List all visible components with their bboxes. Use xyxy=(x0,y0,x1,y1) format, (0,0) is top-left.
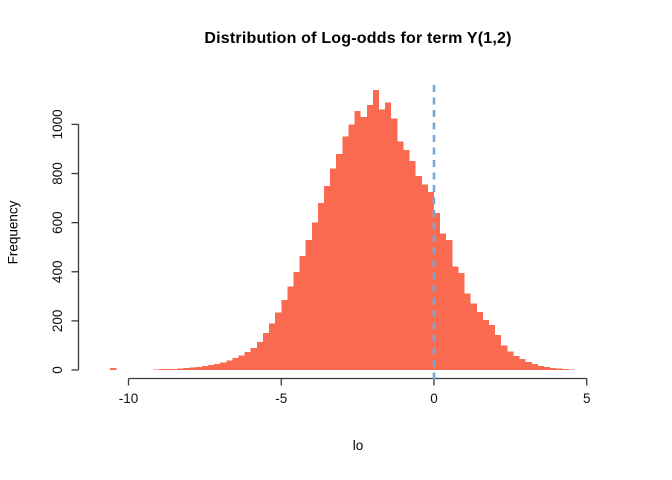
histogram-bar xyxy=(336,153,343,370)
histogram-bar xyxy=(238,355,245,370)
histogram-bar xyxy=(226,360,233,370)
histogram-bar xyxy=(165,369,172,370)
histogram-bar xyxy=(281,300,288,370)
histogram-bar xyxy=(214,363,221,370)
x-tick-label: 5 xyxy=(583,391,591,406)
histogram-bar xyxy=(275,312,282,370)
histogram-bar xyxy=(415,175,422,370)
histogram-bar xyxy=(391,118,398,370)
histogram-bar xyxy=(568,369,575,370)
histogram-bar xyxy=(171,368,178,370)
histogram-bar xyxy=(293,271,300,370)
histogram-bar xyxy=(440,233,447,370)
histogram-bar xyxy=(397,141,404,370)
y-tick-label: 0 xyxy=(50,366,65,374)
histogram-bar xyxy=(269,323,276,370)
histogram-bar xyxy=(464,293,471,370)
histogram-bar xyxy=(385,102,392,371)
histogram-bar xyxy=(244,352,251,370)
y-tick-label: 400 xyxy=(50,261,65,284)
histogram-bar xyxy=(531,364,538,370)
histogram-bar xyxy=(452,266,459,370)
histogram-bar xyxy=(519,358,526,370)
chart-title: Distribution of Log-odds for term Y(1,2) xyxy=(204,30,512,47)
x-tick-label: -10 xyxy=(119,391,139,406)
histogram-bar xyxy=(189,367,196,370)
histogram-bar xyxy=(495,335,502,370)
histogram-bar xyxy=(501,345,508,370)
histogram-bar xyxy=(458,273,465,370)
histogram-bar xyxy=(262,333,270,370)
histogram-bar xyxy=(366,104,373,370)
histogram-bar xyxy=(195,366,202,370)
histogram-bar xyxy=(232,358,239,370)
histogram-bar xyxy=(507,351,514,370)
histogram-bar xyxy=(287,286,294,370)
histogram-bar xyxy=(177,368,184,370)
histogram-bar xyxy=(550,367,557,370)
histogram-bar xyxy=(110,368,117,370)
histogram-bar xyxy=(513,355,520,370)
histogram-bar xyxy=(354,110,361,370)
histogram-bar xyxy=(305,239,312,370)
histogram-bar xyxy=(250,347,257,370)
histogram-bar xyxy=(152,369,160,370)
histogram-bar xyxy=(159,369,166,370)
histogram-bar xyxy=(372,90,380,371)
histogram-bar xyxy=(330,168,337,370)
histogram-bar xyxy=(299,255,306,370)
y-tick-label: 200 xyxy=(50,310,65,333)
x-tick-label: -5 xyxy=(275,391,287,406)
histogram-bar xyxy=(360,117,367,370)
y-tick-label: 1000 xyxy=(50,109,65,139)
histogram-bar xyxy=(403,150,410,370)
histogram-bar xyxy=(482,319,489,370)
histogram-bar xyxy=(556,368,563,370)
histogram-bar xyxy=(537,365,544,370)
histogram-bar xyxy=(434,212,441,370)
histogram-bar xyxy=(317,202,325,370)
histogram-bar xyxy=(311,222,318,370)
histogram-bar xyxy=(421,184,428,370)
histogram-bar xyxy=(525,361,532,370)
histogram-bar xyxy=(342,136,349,370)
histogram-bar xyxy=(476,311,483,370)
histogram-bar xyxy=(183,368,190,370)
y-tick-label: 600 xyxy=(50,211,65,234)
histogram-bar xyxy=(409,161,416,370)
x-axis-label: lo xyxy=(352,438,364,453)
histogram-bar xyxy=(379,109,386,370)
histogram-bar xyxy=(562,369,569,370)
histogram-bar xyxy=(427,191,434,370)
x-tick-label: 0 xyxy=(430,391,438,406)
histogram-bar xyxy=(543,367,551,370)
histogram-bar xyxy=(348,124,355,371)
histogram-bar xyxy=(201,366,208,370)
histogram-bar xyxy=(446,240,453,370)
y-tick-label: 800 xyxy=(50,162,65,185)
histogram-bar xyxy=(220,362,227,370)
histogram-bar xyxy=(470,303,477,370)
histogram-bar xyxy=(488,325,496,370)
histogram-bar xyxy=(324,185,331,370)
histogram-bar xyxy=(207,365,215,370)
histogram-bar xyxy=(256,341,263,370)
